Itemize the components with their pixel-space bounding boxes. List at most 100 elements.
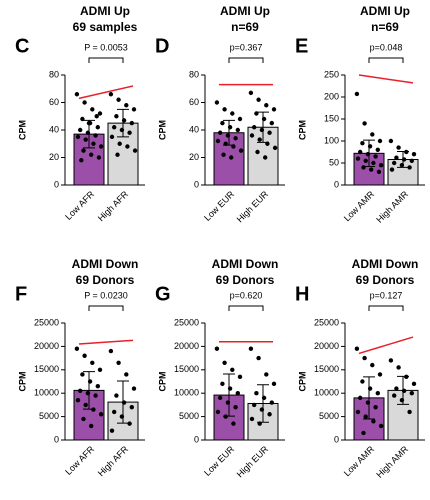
y-tick-label: 0 <box>54 434 59 444</box>
data-point <box>396 365 401 370</box>
y-tick-label: 15000 <box>34 364 59 374</box>
x-tick-label: Low AMR <box>342 189 377 224</box>
data-point <box>272 145 278 151</box>
error-bar <box>223 119 235 146</box>
x-tick-label: Low AFR <box>63 444 96 477</box>
data-point <box>362 355 367 361</box>
data-point <box>264 372 269 377</box>
data-point <box>82 100 87 105</box>
data-point <box>370 132 375 137</box>
error-bar <box>363 376 375 420</box>
x-tick-label: High AMR <box>374 444 410 480</box>
data-point <box>389 167 395 172</box>
data-point <box>267 130 272 135</box>
data-point <box>108 92 114 97</box>
data-point <box>252 125 257 130</box>
p-value: p=0.620 <box>230 290 263 300</box>
data-point <box>81 416 86 422</box>
panel-letter: C <box>15 35 29 57</box>
error-bar <box>83 371 95 410</box>
data-point <box>215 409 221 415</box>
x-tick-label: Low EUR <box>202 444 236 478</box>
bar <box>107 122 139 186</box>
data-point <box>373 405 378 410</box>
data-point <box>218 130 223 135</box>
x-tick-label: Low EUR <box>202 189 236 223</box>
y-axis-label: CPM <box>17 120 27 140</box>
data-point <box>411 152 417 157</box>
y-tick-label: 5000 <box>179 411 199 421</box>
significance-bracket <box>368 305 404 311</box>
panel-title: ADMI Down <box>212 257 279 271</box>
data-point <box>230 111 235 116</box>
data-point <box>98 144 104 149</box>
y-tick-label: 250 <box>324 69 339 79</box>
y-tick-label: 80 <box>189 69 199 79</box>
data-point <box>222 107 227 112</box>
data-point <box>215 138 221 144</box>
y-tick-label: 5000 <box>39 411 59 421</box>
panel-letter: G <box>155 283 171 305</box>
data-point <box>90 107 95 112</box>
y-tick-label: 10000 <box>314 388 339 398</box>
data-point <box>114 393 119 398</box>
panel-letter: F <box>15 283 27 305</box>
data-point <box>363 414 368 419</box>
y-tick-label: 0 <box>334 179 339 189</box>
data-point <box>116 360 121 365</box>
panel-title: n=69 <box>371 20 399 34</box>
data-point <box>74 346 80 351</box>
panel-title: ADMI Down <box>352 257 419 271</box>
panel-title: ADMI Up <box>80 4 130 18</box>
panel-title: n=69 <box>231 20 259 34</box>
data-point <box>237 116 243 122</box>
significance-bracket <box>88 57 124 63</box>
y-tick-label: 10000 <box>174 388 199 398</box>
trend-line <box>358 74 414 84</box>
data-point <box>114 114 119 119</box>
data-point <box>127 421 132 426</box>
data-point <box>229 155 234 160</box>
data-point <box>89 152 94 157</box>
significance-bracket <box>228 305 264 311</box>
data-point <box>117 141 122 146</box>
data-point <box>392 393 397 398</box>
data-point <box>233 405 238 410</box>
p-value: p=0.048 <box>370 42 403 52</box>
data-point <box>255 149 260 155</box>
data-point <box>354 91 360 97</box>
data-point <box>264 103 269 108</box>
data-point <box>361 430 366 436</box>
y-axis-label: CPM <box>297 372 307 392</box>
data-point <box>218 395 223 401</box>
data-point <box>115 152 120 157</box>
data-point <box>81 148 86 153</box>
data-point <box>248 346 254 351</box>
y-tick-label: 100 <box>324 135 339 145</box>
data-point <box>407 165 412 170</box>
error-bar <box>397 375 409 405</box>
p-value: p=0.367 <box>230 42 263 52</box>
y-tick-label: 60 <box>189 97 199 107</box>
y-tick-label: 15000 <box>174 364 199 374</box>
significance-bracket <box>368 57 404 63</box>
data-point <box>358 149 363 155</box>
data-point <box>394 155 399 160</box>
significance-bracket <box>228 57 264 63</box>
y-tick-label: 60 <box>49 97 59 107</box>
y-tick-label: 150 <box>324 113 339 123</box>
data-point <box>238 148 244 153</box>
data-point <box>220 381 225 387</box>
panel-letter: D <box>155 35 169 57</box>
data-point <box>256 355 261 361</box>
data-point <box>129 405 134 410</box>
data-point <box>83 137 88 142</box>
y-tick-label: 20 <box>189 152 199 162</box>
y-tick-label: 0 <box>194 179 199 189</box>
panel-title: 69 Donors <box>356 273 415 287</box>
data-point <box>233 136 238 141</box>
y-tick-label: 20 <box>49 152 59 162</box>
data-point <box>231 421 236 426</box>
p-value: p=0.127 <box>370 290 403 300</box>
